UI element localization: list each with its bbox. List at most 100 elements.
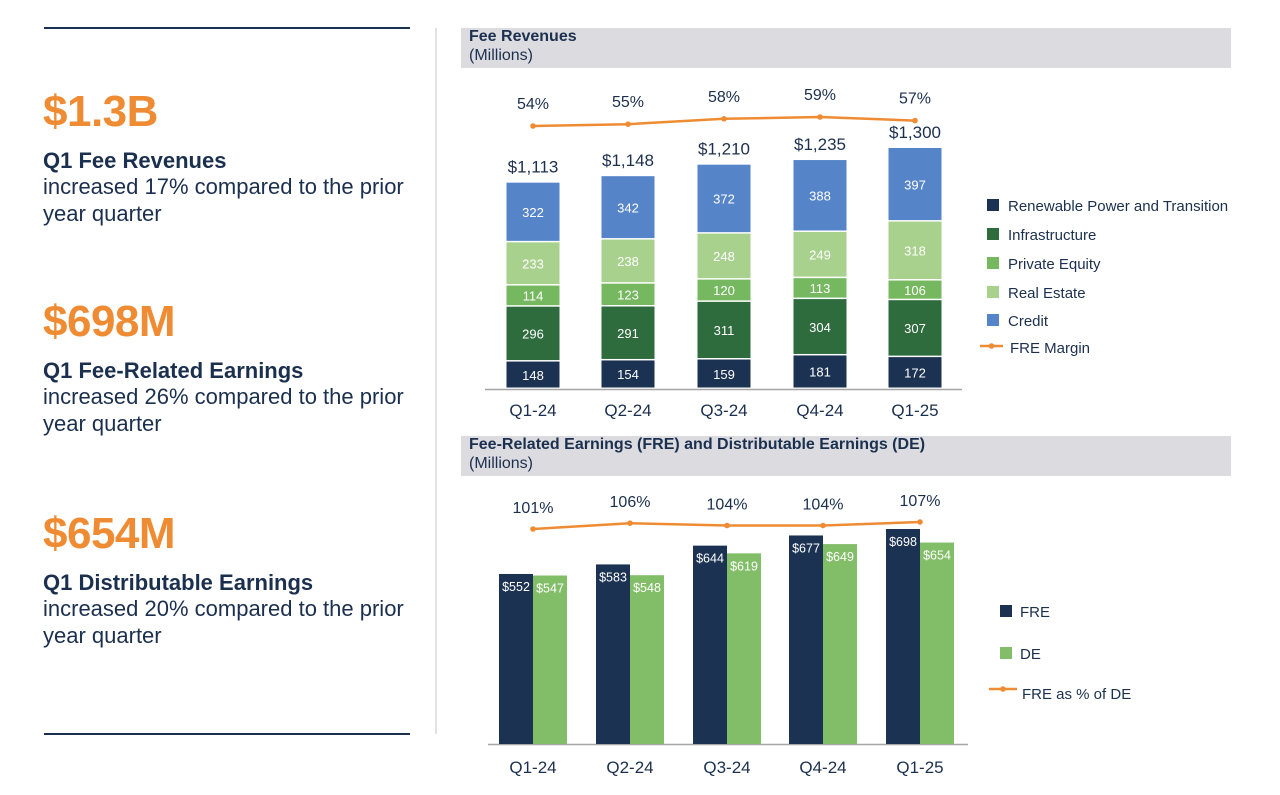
de-bar	[727, 553, 761, 744]
chart-subtitle: (Millions)	[469, 47, 533, 64]
de-bar-label: $548	[633, 581, 661, 595]
bar-segment	[888, 280, 942, 299]
bar-total-label: $1,148	[602, 151, 654, 170]
kpi-description: increased 20% compared to the prior year…	[43, 596, 423, 650]
bar-segment	[506, 242, 560, 285]
legend-label: FRE as % of DE	[1022, 686, 1131, 703]
legend-marker	[988, 343, 995, 349]
de-bar	[630, 575, 664, 744]
fre-pct-de-point	[820, 522, 826, 529]
bar-segment	[793, 299, 847, 354]
bar-segment-label: 154	[617, 367, 639, 382]
fre-pct-de-point	[917, 519, 923, 525]
legend-swatch	[987, 199, 999, 211]
kpi-distributable-earnings: $654M Q1 Distributable Earnings increase…	[43, 512, 423, 650]
bar-segment	[697, 279, 751, 301]
kpi-title: Q1 Fee-Related Earnings	[43, 358, 304, 383]
bar-segment-label: 372	[713, 192, 735, 207]
fre-pct-de-point	[530, 526, 536, 532]
legend-swatch	[987, 228, 999, 240]
bar-segment	[506, 306, 560, 361]
bar-segment-label: 311	[714, 323, 735, 338]
bar-segment	[697, 164, 751, 233]
bar-segment-label: 172	[904, 366, 926, 381]
legend-label: Renewable Power and Transition	[1008, 198, 1228, 215]
bar-segment	[793, 160, 847, 231]
de-bar-label: $654	[923, 549, 951, 563]
kpi-desc-line: increased 26% compared to the prior	[43, 384, 404, 410]
bar-segment	[506, 361, 560, 388]
kpi-desc-line: year quarter	[43, 411, 162, 437]
kpi-desc-line: year quarter	[43, 623, 162, 649]
legend-label: Infrastructure	[1008, 227, 1096, 244]
x-tick-label: Q1-25	[891, 401, 938, 420]
legend-swatch	[987, 257, 999, 269]
fre-margin-point	[721, 116, 727, 122]
x-tick-label: Q1-24	[509, 758, 556, 777]
bar-total-label: $1,235	[794, 135, 846, 154]
x-tick-label: Q3-24	[700, 401, 747, 420]
fre-pct-de-label: 106%	[610, 494, 651, 511]
fre-bar	[789, 535, 823, 744]
bar-segment-label: 159	[713, 367, 735, 382]
bar-segment	[888, 221, 942, 280]
legend-swatch	[987, 314, 999, 326]
x-tick-label: Q3-24	[703, 758, 750, 777]
bar-segment-label: 291	[617, 326, 639, 341]
kpi-value: $698M	[43, 297, 176, 346]
fre-margin-label: 57%	[899, 91, 931, 108]
kpi-description: increased 17% compared to the prior year…	[43, 174, 423, 228]
bar-total-label: $1,210	[698, 140, 750, 159]
de-bar	[920, 542, 954, 744]
x-tick-label: Q2-24	[604, 401, 651, 420]
bar-segment	[601, 360, 655, 388]
bar-segment-label: 322	[522, 205, 544, 220]
fre-margin-point	[530, 123, 536, 129]
top-divider	[44, 27, 410, 29]
bar-segment	[793, 278, 847, 298]
fre-pct-de-label: 104%	[707, 497, 748, 514]
bar-segment	[888, 148, 942, 221]
bar-segment	[601, 283, 655, 306]
fre-pct-de-label: 101%	[513, 500, 554, 517]
chart-title: Fee-Related Earnings (FRE) and Distribut…	[469, 436, 926, 453]
fre-de-header: Fee-Related Earnings (FRE) and Distribut…	[461, 436, 1231, 476]
de-bar-label: $649	[826, 550, 854, 564]
bar-total-label: $1,113	[508, 158, 559, 177]
legend-label: FRE	[1020, 604, 1050, 621]
fre-bar	[499, 573, 533, 744]
fre-margin-label: 54%	[517, 96, 549, 113]
bar-segment	[506, 182, 560, 241]
bar-segment-label: 397	[904, 177, 926, 192]
fre-margin-label: 55%	[612, 94, 644, 111]
bar-segment-label: 123	[617, 288, 639, 303]
bar-segment	[697, 233, 751, 279]
bar-segment-label: 248	[713, 249, 735, 264]
bar-segment-label: 388	[809, 189, 831, 204]
bar-total-label: $1,300	[889, 123, 941, 142]
fre-bar-label: $583	[599, 570, 627, 584]
fre-bar-label: $552	[502, 580, 530, 594]
fre-pct-de-label: 104%	[803, 497, 844, 514]
legend-label: Private Equity	[1008, 256, 1101, 273]
legend-label: Real Estate	[1008, 285, 1086, 302]
bar-segment	[697, 359, 751, 388]
legend-swatch	[987, 286, 999, 298]
bar-segment	[793, 231, 847, 277]
bar-segment	[601, 239, 655, 283]
fre-bar-label: $677	[792, 541, 820, 555]
fre-margin-point	[912, 117, 918, 124]
column-divider	[435, 28, 437, 734]
legend-label: DE	[1020, 646, 1041, 663]
bar-segment	[793, 355, 847, 388]
bar-segment-label: 296	[522, 327, 544, 342]
bar-segment-label: 342	[617, 200, 639, 215]
kpi-value: $654M	[43, 509, 176, 558]
fre-margin-point	[817, 114, 823, 120]
bar-segment-label: 106	[904, 283, 926, 298]
bar-segment	[697, 301, 751, 359]
de-bar	[823, 544, 857, 744]
x-tick-label: Q4-24	[796, 401, 843, 420]
kpi-title: Q1 Distributable Earnings	[43, 570, 314, 595]
